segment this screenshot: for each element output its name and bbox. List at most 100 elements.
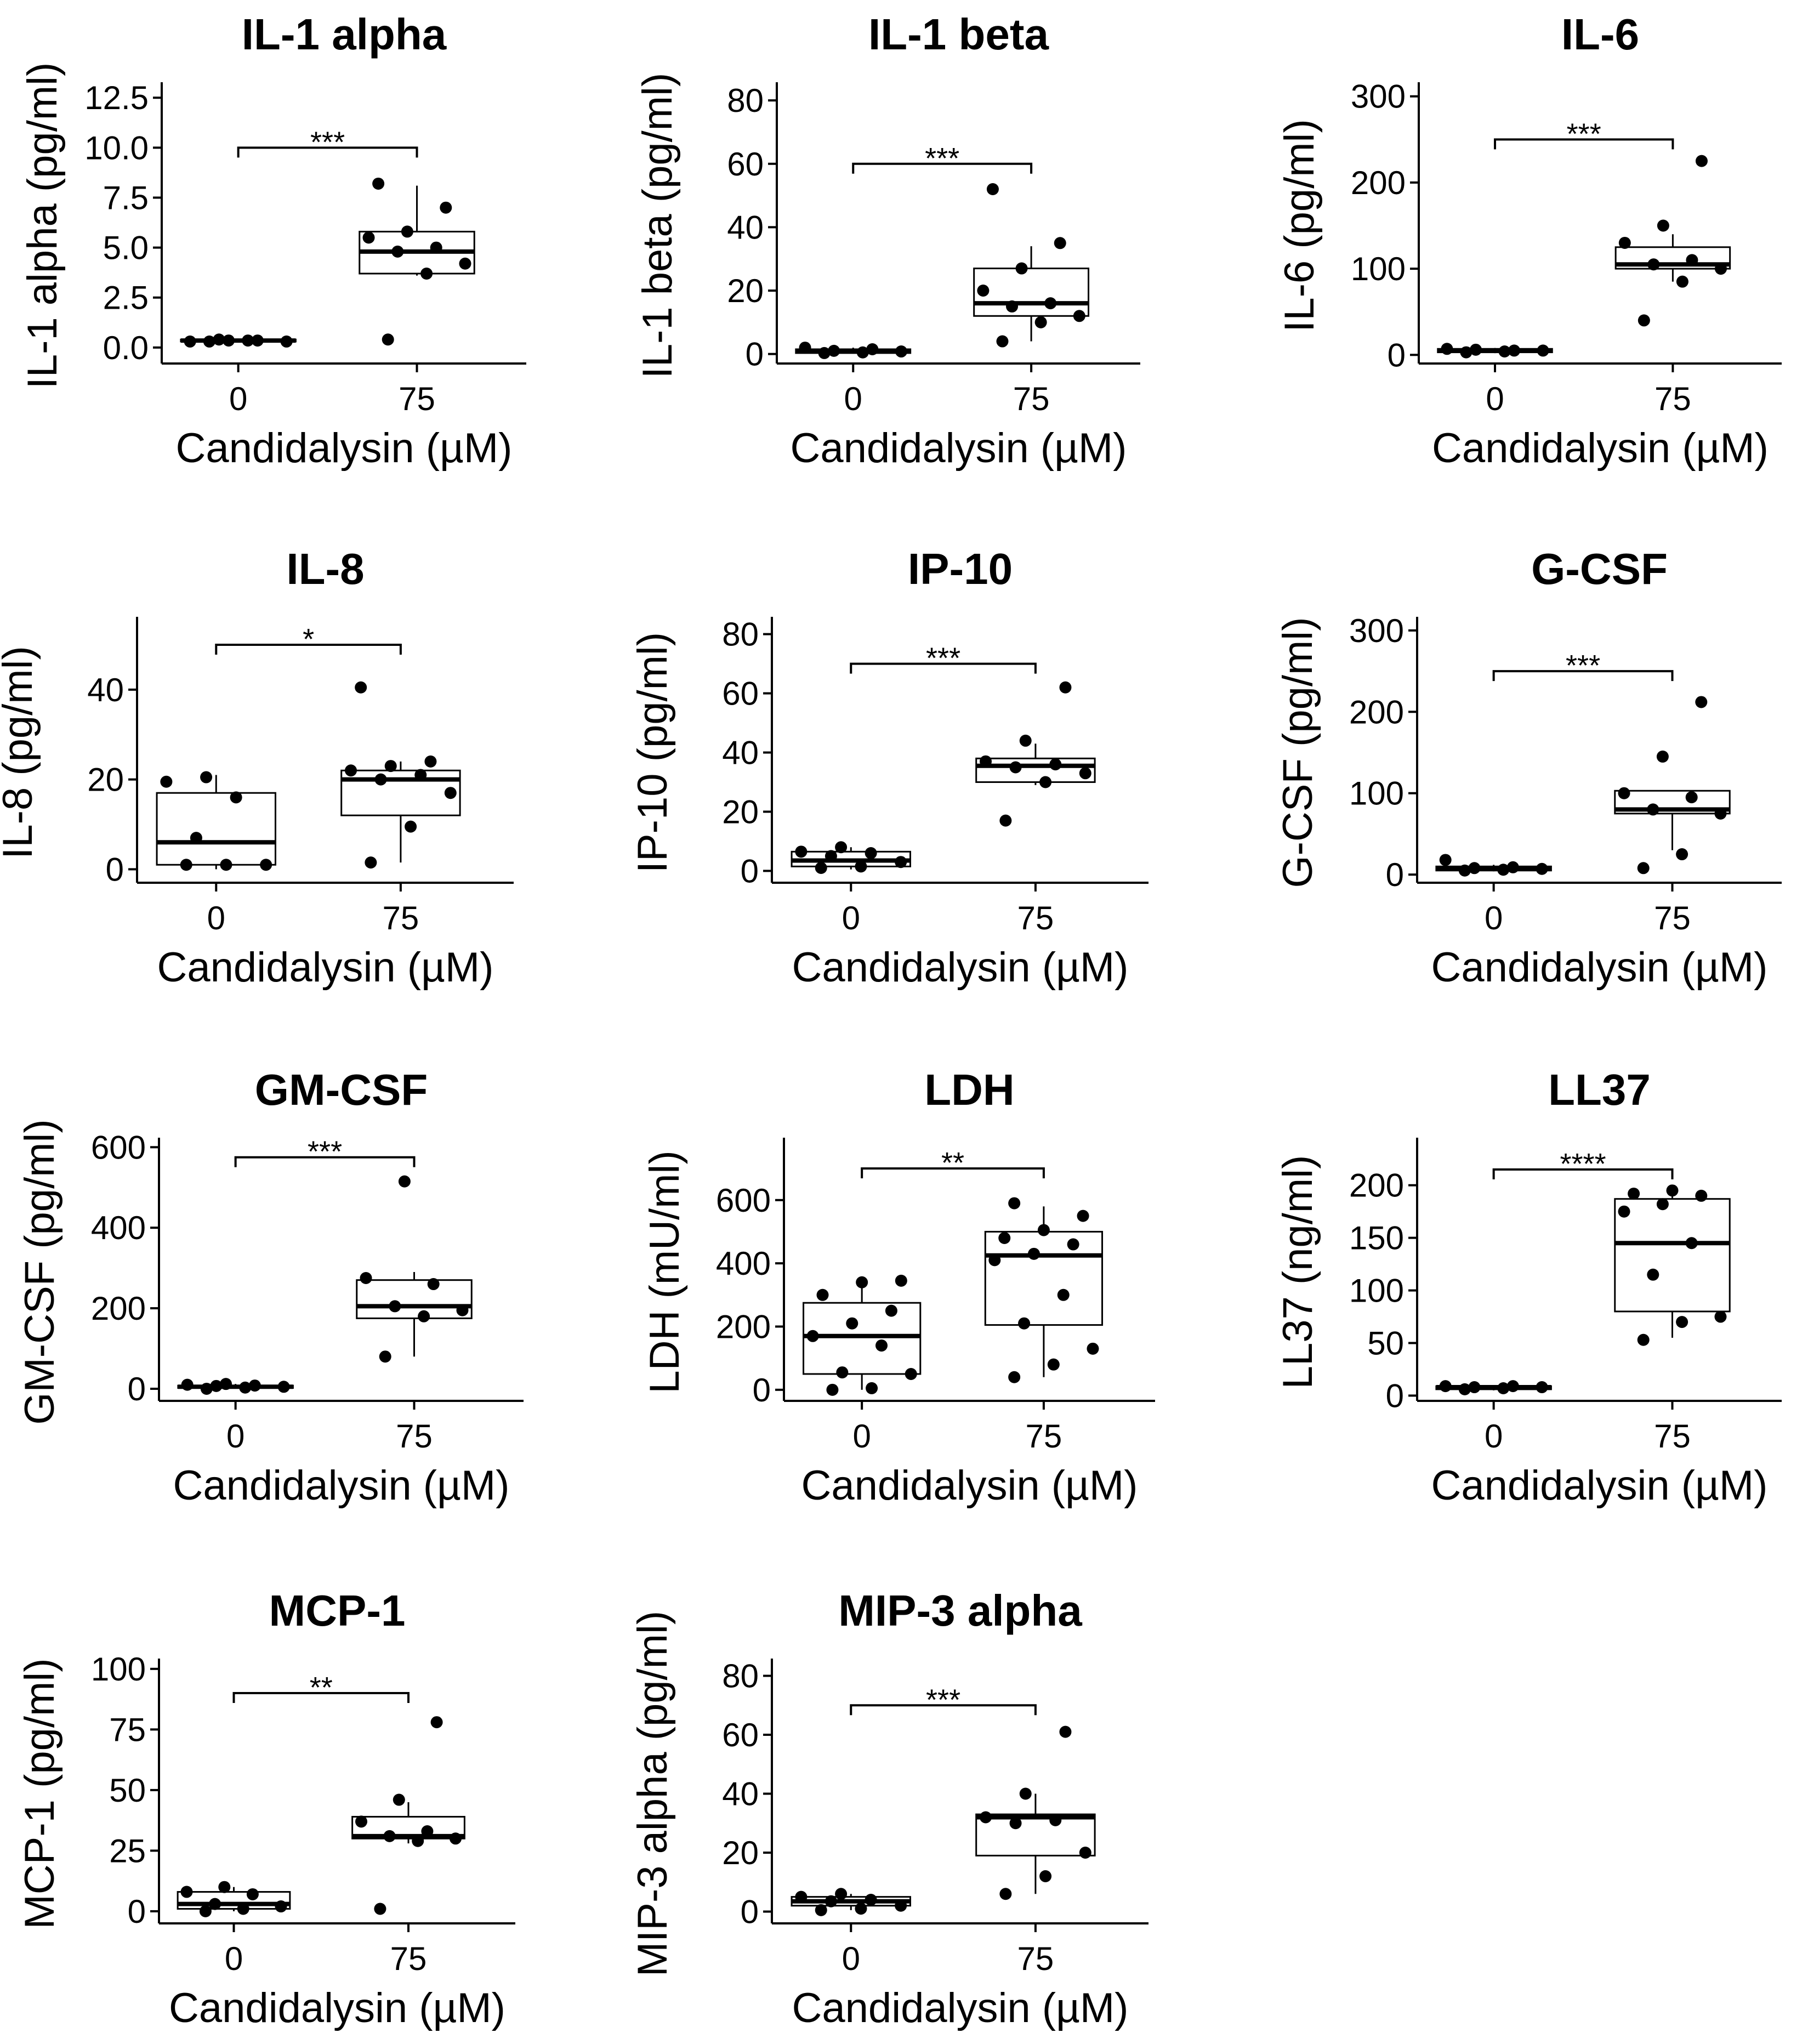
data-point <box>828 344 840 357</box>
data-point <box>444 787 457 799</box>
data-point <box>1049 758 1062 771</box>
significance-label: *** <box>926 642 960 675</box>
data-point <box>280 335 293 348</box>
x-tick-label: 0 <box>1485 900 1503 936</box>
data-point <box>230 791 242 804</box>
panel-g-csf: G-CSF 0 100 200 300 0 75 Candidalysin (µM) G-CSF… <box>1275 544 1782 991</box>
y-tick-label: 0 <box>128 1371 146 1407</box>
x-axis-title: Candidalysin (µM) <box>173 1462 510 1509</box>
data-point <box>1006 300 1019 313</box>
significance-label: *** <box>926 1683 960 1716</box>
data-point <box>1695 155 1708 167</box>
y-tick-label: 7.5 <box>103 179 149 216</box>
data-point <box>818 347 831 359</box>
x-tick-label: 0 <box>226 1418 245 1455</box>
y-tick-label: 20 <box>727 272 764 309</box>
y-tick-label: 600 <box>91 1129 146 1166</box>
panel-ll37: LL37 0 50 100 150 200 0 75 Candidalysin (µM) LL37… <box>1275 1065 1782 1509</box>
x-tick-label: 75 <box>383 900 419 936</box>
data-point <box>980 755 992 768</box>
y-axis-title: IL-8 (pg/ml) <box>0 646 41 859</box>
y-tick-label: 80 <box>722 1658 759 1695</box>
data-point <box>1618 787 1630 799</box>
x-tick-label: 75 <box>399 381 435 417</box>
panel-title: MIP-3 alpha <box>838 1586 1082 1635</box>
data-point <box>988 1254 1001 1267</box>
significance-label: ** <box>941 1146 964 1179</box>
data-point <box>203 335 215 348</box>
panel-title: IL-8 <box>286 544 364 593</box>
y-tick-label: 12.5 <box>84 80 149 116</box>
data-point <box>865 1894 877 1906</box>
x-tick-label: 0 <box>207 900 225 936</box>
data-point <box>248 1379 261 1392</box>
y-tick-label: 0 <box>746 336 764 373</box>
y-axis-title: MCP-1 (pg/ml) <box>16 1658 63 1929</box>
data-point <box>1637 1333 1650 1346</box>
data-point <box>815 862 827 875</box>
y-tick-label: 40 <box>722 735 759 771</box>
box-iqr <box>1614 1198 1731 1313</box>
x-axis-title: Candidalysin (µM) <box>791 425 1127 472</box>
data-point <box>835 1888 848 1900</box>
x-axis-title: Candidalysin (µM) <box>792 944 1129 991</box>
x-axis-title: Candidalysin (µM) <box>157 944 494 991</box>
data-point <box>1439 1380 1452 1393</box>
data-point <box>213 333 225 346</box>
significance-label: *** <box>308 1135 342 1168</box>
significance-bracket <box>215 643 402 655</box>
y-tick-label: 5.0 <box>103 230 149 266</box>
y-tick-label: 100 <box>1349 775 1404 812</box>
data-point <box>180 859 192 871</box>
data-point <box>1497 1382 1510 1394</box>
significance-label: ** <box>310 1671 333 1704</box>
y-tick-label: 600 <box>716 1182 771 1219</box>
data-point <box>218 1881 231 1893</box>
data-point <box>260 859 272 871</box>
y-tick-label: 150 <box>1349 1220 1404 1257</box>
data-point <box>1079 1847 1091 1859</box>
data-point <box>374 773 387 786</box>
data-point <box>420 267 433 280</box>
y-tick-label: 20 <box>722 1835 759 1871</box>
data-point <box>1037 1224 1050 1236</box>
y-axis-title: IP-10 (pg/ml) <box>629 632 676 873</box>
panel-title: IP-10 <box>908 544 1013 593</box>
data-point <box>795 1890 808 1903</box>
data-point <box>1469 343 1482 356</box>
data-point <box>999 1888 1012 1900</box>
data-point <box>806 1330 819 1342</box>
data-point <box>200 1382 213 1395</box>
y-axis-title: G-CSF (pg/ml) <box>1275 617 1321 888</box>
data-point <box>1087 1342 1099 1355</box>
y-tick-label: 80 <box>722 616 759 653</box>
data-point <box>865 847 877 860</box>
significance-bracket <box>1492 670 1674 682</box>
data-point <box>815 1904 827 1916</box>
data-point <box>1441 343 1453 355</box>
panel-title: G-CSF <box>1531 544 1668 593</box>
data-point <box>430 1716 443 1729</box>
data-point <box>1439 854 1452 866</box>
y-tick-label: 400 <box>716 1245 771 1282</box>
data-point <box>905 1367 917 1380</box>
data-point <box>389 1300 401 1313</box>
data-point <box>795 845 808 858</box>
data-point <box>1054 237 1066 249</box>
data-point <box>1618 1205 1630 1218</box>
data-point <box>391 245 404 258</box>
y-tick-label: 0 <box>1386 856 1404 893</box>
y-tick-label: 60 <box>722 675 759 712</box>
y-axis-title: GM-CSF (pg/ml) <box>16 1119 63 1424</box>
data-point <box>199 1905 212 1917</box>
data-point <box>355 681 367 694</box>
data-point <box>398 1175 411 1188</box>
data-point <box>362 231 375 244</box>
y-axis-title: LL37 (ng/ml) <box>1275 1155 1321 1389</box>
data-point <box>1458 864 1471 877</box>
data-point <box>1468 862 1481 875</box>
data-point <box>1628 1188 1640 1200</box>
data-point <box>999 814 1012 827</box>
data-point <box>799 342 811 354</box>
box-iqr <box>340 769 461 816</box>
